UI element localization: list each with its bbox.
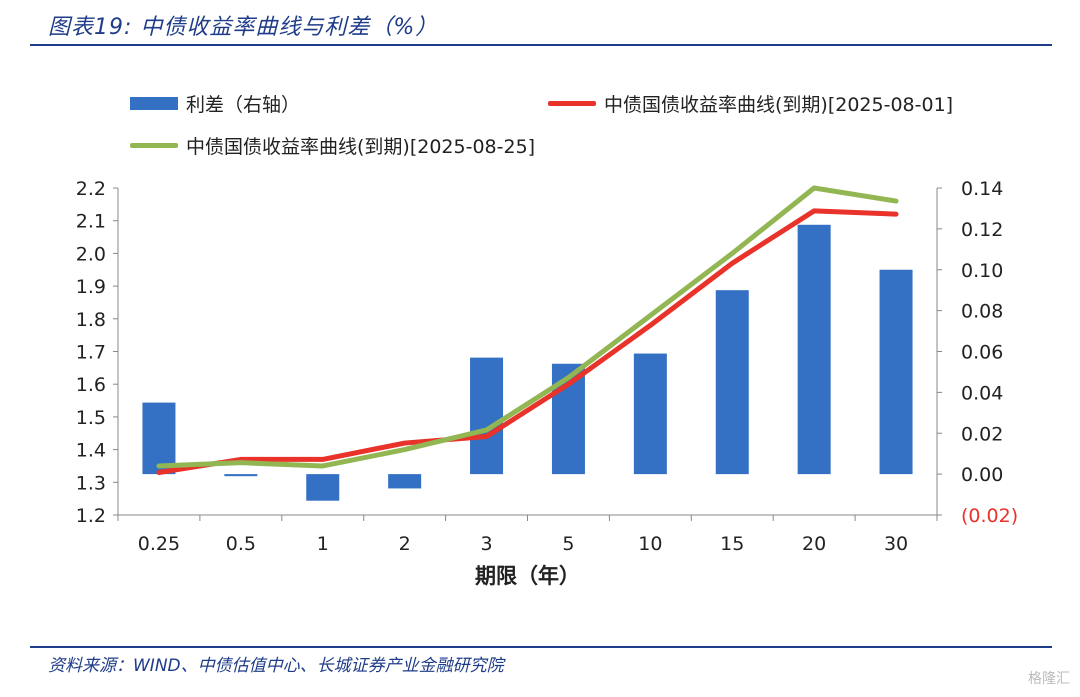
legend-label-0825: 中债国债收益率曲线(到期)[2025-08-25] xyxy=(186,136,536,158)
legend-item-0825: 中债国债收益率曲线(到期)[2025-08-25] xyxy=(130,132,535,159)
x-tick-label: 20 xyxy=(802,533,826,555)
x-tick-label: 30 xyxy=(884,533,908,555)
x-tick-label: 0.5 xyxy=(226,533,256,555)
spread-bar xyxy=(142,402,176,475)
x-axis-title: 期限（年） xyxy=(475,564,580,588)
y-left-tick-label: 1.3 xyxy=(76,472,106,494)
spread-bar xyxy=(633,353,667,475)
y-left-tick-label: 1.8 xyxy=(76,309,106,331)
header-divider xyxy=(30,44,1052,46)
legend-label-spread: 利差（右轴） xyxy=(186,94,301,116)
spread-bar xyxy=(879,269,913,475)
y-left-tick-label: 2.0 xyxy=(76,243,106,265)
legend-swatch-0801 xyxy=(548,101,596,106)
legend-swatch-spread xyxy=(130,97,178,110)
x-tick-label: 15 xyxy=(720,533,744,555)
x-tick-label: 3 xyxy=(481,533,493,555)
y-left-tick-label: 1.6 xyxy=(76,374,106,396)
y-right-tick-label: (0.02) xyxy=(961,505,1018,527)
yield-line-20250825 xyxy=(156,185,899,469)
legend-label-0801: 中债国债收益率曲线(到期)[2025-08-01] xyxy=(604,94,954,116)
spread-bar xyxy=(224,474,258,477)
yield-line-20250801 xyxy=(156,208,899,475)
chart-title: 图表19: 中债收益率曲线与利差（%） xyxy=(48,15,439,40)
spread-bar xyxy=(306,474,340,501)
y-right-tick-label: 0.06 xyxy=(961,342,1003,364)
y-left-tick-label: 2.2 xyxy=(76,178,106,200)
x-tick-label: 10 xyxy=(638,533,662,555)
legend-item-0801: 中债国债收益率曲线(到期)[2025-08-01] xyxy=(548,90,953,117)
legend-swatch-0825 xyxy=(130,143,178,148)
y-right-tick-label: 0.00 xyxy=(961,464,1003,486)
spread-bar xyxy=(388,474,422,489)
spread-bar xyxy=(797,224,831,475)
y-left-tick-label: 1.7 xyxy=(76,342,106,364)
legend-item-spread: 利差（右轴） xyxy=(130,90,300,117)
y-right-tick-label: 0.08 xyxy=(961,301,1003,323)
y-left-tick-label: 1.5 xyxy=(76,407,106,429)
y-left-tick-label: 1.2 xyxy=(76,505,106,527)
x-tick-label: 0.25 xyxy=(138,533,180,555)
watermark: 格隆汇 xyxy=(1028,671,1070,687)
y-right-tick-label: 0.12 xyxy=(961,219,1003,241)
y-left-tick-label: 1.4 xyxy=(76,440,106,462)
spread-bar xyxy=(470,357,504,475)
x-tick-label: 2 xyxy=(399,533,411,555)
source-note: 资料来源：WIND、中债估值中心、长城证券产业金融研究院 xyxy=(48,656,504,676)
spread-bar xyxy=(715,290,749,475)
y-right-tick-label: 0.14 xyxy=(961,178,1003,200)
x-tick-label: 1 xyxy=(317,533,329,555)
y-left-tick-label: 2.1 xyxy=(76,211,106,233)
x-tick-label: 5 xyxy=(562,533,574,555)
y-right-tick-label: 0.02 xyxy=(961,423,1003,445)
y-left-tick-label: 1.9 xyxy=(76,276,106,298)
y-right-tick-label: 0.04 xyxy=(961,382,1003,404)
footer-divider xyxy=(30,646,1052,648)
y-right-tick-label: 0.10 xyxy=(961,260,1003,282)
